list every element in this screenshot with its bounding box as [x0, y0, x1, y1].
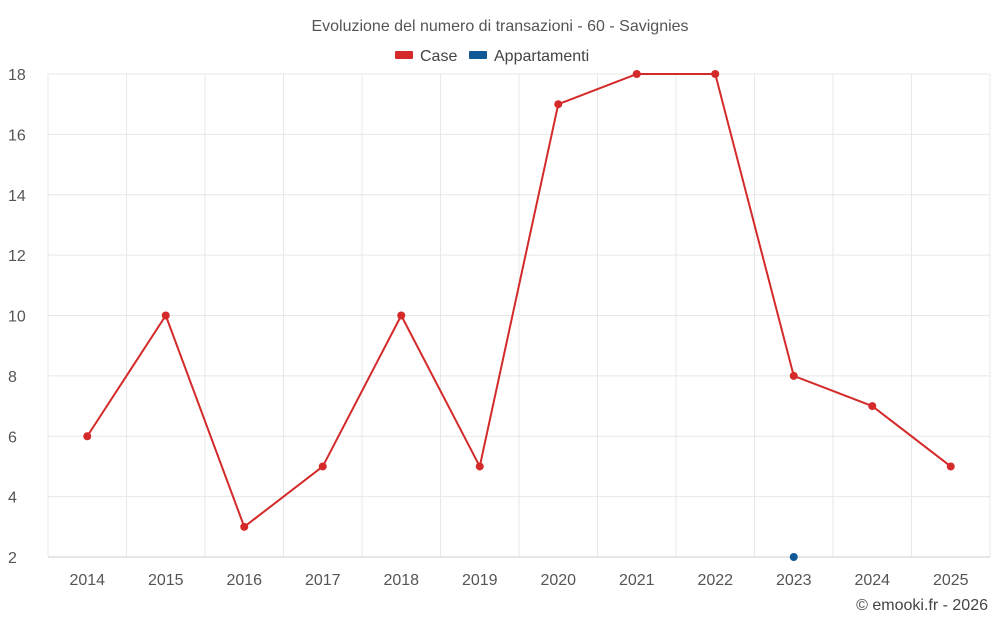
data-point-0-2014[interactable] — [83, 432, 92, 441]
y-axis: 2 4 6 8 10 12 14 16 18 — [8, 67, 26, 567]
x-tick-label: 2014 — [69, 572, 105, 589]
data-point-0-2019[interactable] — [475, 462, 484, 471]
y-tick-label: 6 — [8, 429, 17, 446]
y-tick-label: 16 — [8, 127, 26, 144]
data-point-0-2022[interactable] — [711, 70, 720, 78]
x-tick-label: 2019 — [462, 572, 498, 589]
series-layer — [83, 70, 955, 561]
x-tick-label: 2021 — [619, 572, 655, 589]
legend-item-appartamenti[interactable]: Appartamenti — [469, 48, 589, 65]
legend-swatch-appartamenti — [469, 51, 487, 59]
y-tick-label: 18 — [8, 67, 26, 84]
legend-swatch-case — [395, 51, 413, 59]
x-axis: 2014 2015 2016 2017 2018 2019 2020 2021 2022 2023… — [48, 556, 990, 589]
x-tick-label: 2017 — [305, 572, 341, 589]
x-tick-label: 2020 — [540, 572, 576, 589]
x-tick-label: 2024 — [854, 572, 890, 589]
data-point-1-2023[interactable] — [789, 553, 798, 561]
x-tick-label: 2022 — [697, 572, 733, 589]
data-point-0-2015[interactable] — [161, 311, 170, 320]
x-tick-label: 2018 — [383, 572, 419, 589]
data-point-0-2023[interactable] — [789, 371, 798, 380]
data-point-0-2017[interactable] — [318, 462, 327, 471]
series-line-0 — [86, 73, 952, 528]
legend-label-case: Case — [420, 48, 457, 65]
data-point-0-2021[interactable] — [632, 70, 641, 78]
legend-label-appartamenti: Appartamenti — [494, 48, 589, 65]
data-point-0-2016[interactable] — [240, 522, 249, 531]
data-point-0-2018[interactable] — [397, 311, 406, 320]
data-point-0-2024[interactable] — [868, 402, 877, 411]
grid-lines — [47, 73, 991, 557]
y-tick-label: 2 — [8, 550, 17, 567]
x-tick-label: 2016 — [226, 572, 262, 589]
x-tick-label: 2025 — [933, 572, 969, 589]
legend-item-case[interactable]: Case — [395, 48, 457, 65]
y-tick-label: 4 — [8, 490, 17, 507]
y-tick-label: 8 — [8, 369, 17, 386]
y-tick-label: 14 — [8, 188, 26, 205]
data-point-0-2025[interactable] — [946, 462, 955, 471]
chart-title: Evoluzione del numero di transazioni - 6… — [311, 18, 688, 35]
x-tick-label: 2015 — [148, 572, 184, 589]
y-tick-label: 12 — [8, 248, 26, 265]
legend: Case Appartamenti — [395, 48, 589, 65]
x-tick-label: 2023 — [776, 572, 812, 589]
y-tick-label: 10 — [8, 309, 26, 326]
credit-text: © emooki.fr - 2026 — [856, 597, 988, 614]
data-point-0-2020[interactable] — [554, 100, 563, 109]
